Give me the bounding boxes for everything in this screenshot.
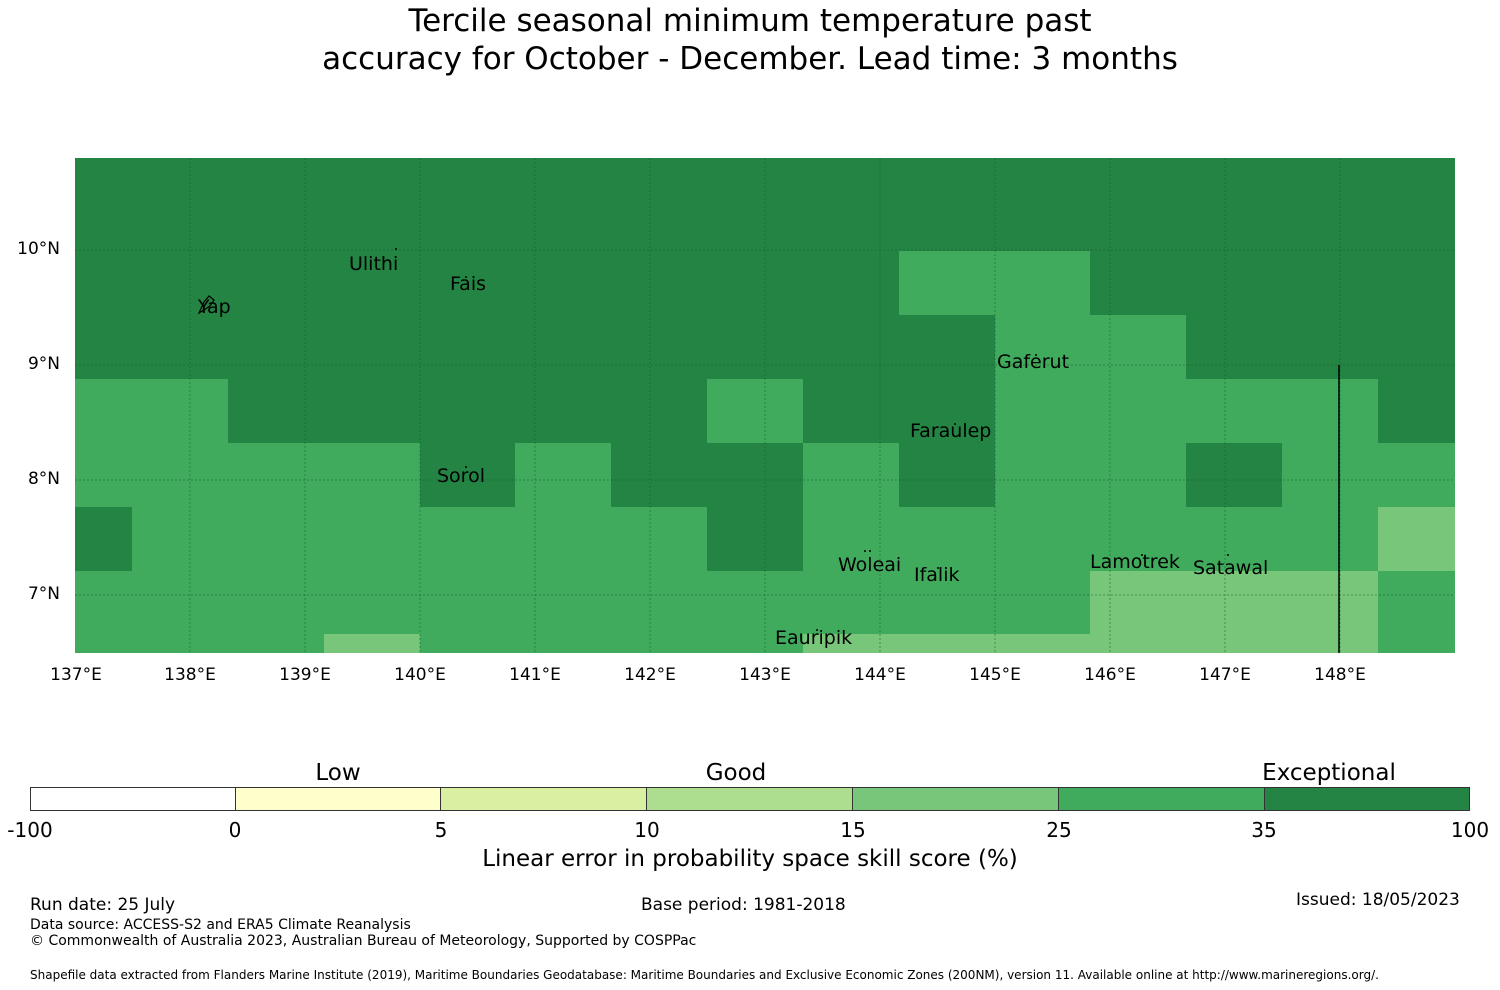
legend-category-exceptional: Exceptional xyxy=(1262,760,1396,786)
place-yap: Yap xyxy=(198,296,231,318)
place-eauripik: Eauripik xyxy=(775,627,853,649)
legend-category-good: Good xyxy=(705,760,767,786)
legend-swatch-10-15 xyxy=(646,787,853,811)
lon-label-143e: 143°E xyxy=(739,665,791,685)
legend-swatch-15-25 xyxy=(852,787,1059,811)
lon-label-147e: 147°E xyxy=(1199,665,1251,685)
chart-title-line-2: accuracy for October - December. Lead ti… xyxy=(322,41,1178,77)
base-period: Base period: 1981-2018 xyxy=(641,895,846,915)
lat-label-7n: 7°N xyxy=(27,584,60,604)
legend-swatch-25-35 xyxy=(1058,787,1265,811)
place-sorol: Sorol xyxy=(437,465,485,487)
copyright: © Commonwealth of Australia 2023, Austra… xyxy=(30,933,697,949)
yap-island-shape xyxy=(197,295,215,315)
skill-35-100-patches xyxy=(75,443,1282,571)
lon-label-140e: 140°E xyxy=(394,665,446,685)
place-gaferut: Gaferut xyxy=(997,351,1070,373)
place-woleai: Woleai xyxy=(838,554,902,576)
shapefile-credit: Shapefile data extracted from Flanders M… xyxy=(30,968,1379,982)
place-fais: Fais xyxy=(450,273,487,295)
lon-label-142e: 142°E xyxy=(624,665,676,685)
island-dots xyxy=(395,248,1229,631)
legend-swatch-0-5 xyxy=(235,787,441,811)
lon-label-146e: 146°E xyxy=(1084,665,1136,685)
legend-tick-35: 35 xyxy=(1251,818,1277,842)
run-date: Run date: 25 July xyxy=(30,895,176,915)
lat-label-10n: 10°N xyxy=(17,239,60,259)
skill-15-25-regions xyxy=(324,507,1455,653)
legend-tick-25: 25 xyxy=(1046,818,1072,842)
lon-label-141e: 141°E xyxy=(509,665,561,685)
legend-swatch-5-10 xyxy=(440,787,647,811)
chart-title-line-1: Tercile seasonal minimum temperature pas… xyxy=(408,3,1092,39)
place-satawal: Satawal xyxy=(1193,557,1269,579)
lat-label-9n: 9°N xyxy=(27,354,60,374)
skill-map xyxy=(75,158,1455,653)
gridlines xyxy=(75,158,1455,653)
legend-tick-100: 100 xyxy=(1450,818,1490,842)
legend-tick-15: 15 xyxy=(840,818,866,842)
legend-swatch-35-100 xyxy=(1264,787,1470,811)
lon-label-145e: 145°E xyxy=(969,665,1021,685)
data-source: Data source: ACCESS-S2 and ERA5 Climate … xyxy=(30,917,411,933)
lon-label-144e: 144°E xyxy=(854,665,906,685)
legend-swatch-neg100-0 xyxy=(30,787,236,811)
place-faraulep: Faraulep xyxy=(910,420,992,442)
lat-label-8n: 8°N xyxy=(27,469,60,489)
legend-tick-10: 10 xyxy=(634,818,660,842)
legend-category-low: Low xyxy=(315,760,361,786)
place-ifalik: Ifalik xyxy=(914,564,960,586)
legend-colorbar xyxy=(30,787,1470,811)
place-ulithi: Ulithi xyxy=(349,253,399,275)
legend-tick-0: 0 xyxy=(228,818,242,842)
colorbar-label: Linear error in probability space skill … xyxy=(482,846,1018,872)
lon-label-138e: 138°E xyxy=(164,665,216,685)
lon-label-137e: 137°E xyxy=(50,665,102,685)
issued-date: Issued: 18/05/2023 xyxy=(1296,890,1460,910)
legend-tick-5: 5 xyxy=(434,818,448,842)
lon-label-148e: 148°E xyxy=(1314,665,1366,685)
legend-tick-neg100: -100 xyxy=(7,818,53,842)
place-lamotrek: Lamotrek xyxy=(1090,551,1180,573)
lon-label-139e: 139°E xyxy=(279,665,331,685)
